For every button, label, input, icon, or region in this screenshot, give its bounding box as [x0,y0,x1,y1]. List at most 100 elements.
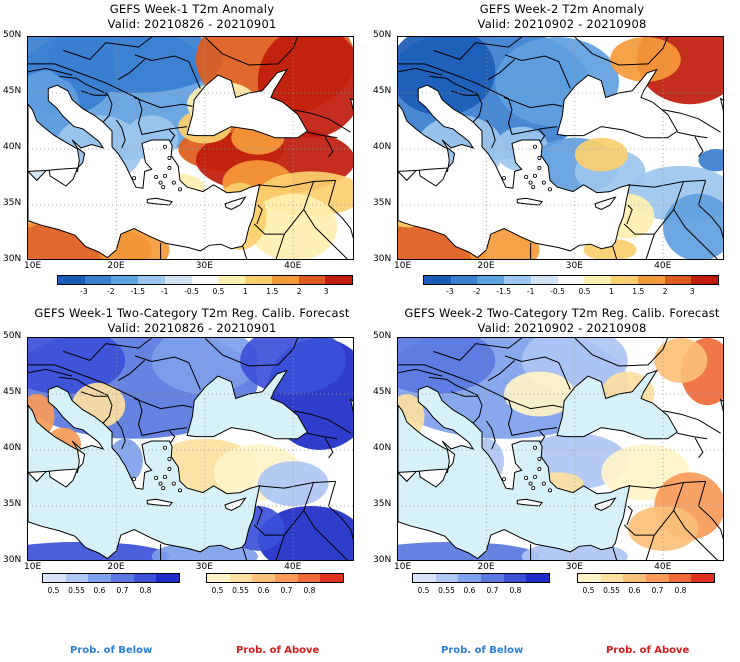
aegean-island [524,174,529,179]
country-border [303,510,348,560]
black-sea [556,369,678,440]
country-border [645,233,655,259]
aegean-island [537,467,542,472]
longitude-tick-label: 30E [565,562,583,572]
latitude-tick-label: 45N [373,387,392,397]
country-border [257,179,336,188]
country-border [80,90,108,96]
panel-3-probability-map [27,337,354,561]
aegean-island [171,481,176,486]
country-border [504,355,571,390]
probability-colorbar-label: 0.8 [303,586,316,595]
country-border [663,109,721,133]
mediterranean-sea [398,84,631,259]
longitude-tick-label: 30E [565,261,583,271]
country-border [503,398,563,410]
colorbar-swatch [275,574,298,582]
m2-map-svg [398,37,723,259]
probability-colorbar-label: 0.6 [257,586,270,595]
country-border [677,432,708,440]
longitude-tick-label: 10E [24,562,42,572]
country-border [645,534,655,560]
probability-colorbar-label: 0.8 [139,586,152,595]
country-border [694,437,704,459]
country-border [433,338,523,361]
country-border [256,505,263,526]
country-border [539,129,546,143]
caspian-sea [719,97,723,112]
m4-map-svg [398,338,723,560]
country-border [612,547,618,560]
latitude-tick-label: 40N [373,443,392,453]
aegean-island [178,488,183,493]
aegean-island [154,174,159,179]
colorbar-swatch [271,276,299,284]
tyrrhenian-sea [28,404,80,473]
anomaly-colorbar-label: -0.5 [184,287,199,296]
longitude-tick-label: 40E [654,562,672,572]
colorbar-swatch [229,574,253,582]
latitude-tick-label: 35N [373,198,392,208]
probability-colorbar-label: 0.6 [463,586,476,595]
panel-3-prob-above-label: Prob. of Above [236,645,320,656]
country-border [117,59,146,81]
colorbar-swatch [584,276,612,284]
country-border [398,368,443,377]
country-border [398,63,558,135]
colorbar-swatch [530,276,558,284]
colorbar-swatch [325,276,353,284]
latitude-tick-label: 40N [3,443,22,453]
latitude-tick-label: 45N [3,86,22,96]
country-border [134,355,201,390]
tyrrhenian-sea [398,404,450,473]
aegean-island [537,155,542,160]
aegean-island [158,481,163,486]
colorbar-swatch [691,574,715,582]
sicily-island [48,468,79,488]
anomaly-colorbar-label: -2 [473,287,481,296]
aegean-island [528,481,533,486]
country-border [485,119,496,149]
aegean-island [548,488,553,493]
field-blob [627,506,699,551]
anomaly-colorbar-label: 1 [608,287,614,296]
panel-2-anomaly-colorbar [423,275,719,285]
field-blob [663,193,723,259]
colorbar-swatch [450,276,478,284]
field-blob [28,338,126,394]
country-border [307,432,338,440]
longitude-tick-label: 10E [394,261,412,271]
aegean-island [541,481,546,486]
latitude-tick-label: 45N [3,387,22,397]
anomaly-colorbar-label: 1.5 [632,287,645,296]
aegean-island [132,176,137,181]
aegean-island [548,187,553,192]
aegean-island [531,486,536,491]
country-border [115,119,126,149]
country-border [275,233,285,259]
country-border [612,246,618,259]
anomaly-colorbar-label: -1 [526,287,535,296]
country-border [327,481,353,540]
anomaly-colorbar-label: 1.5 [266,287,279,296]
sicily-island [418,167,449,187]
country-border [503,97,563,109]
country-border [169,430,176,444]
panel-1-anomaly-map [27,36,354,260]
aegean-island [162,474,167,479]
panel-3-valid-dates: Valid: 20210826 - 20210901 [107,321,277,335]
country-border [324,136,334,158]
aegean-island [531,185,536,190]
colorbar-swatch [424,276,451,284]
country-border [433,37,523,60]
longitude-tick-label: 20E [107,261,125,271]
crete-island [516,197,543,206]
latitude-tick-label: 45N [373,86,392,96]
country-border [663,410,721,434]
caspian-sea [349,398,353,413]
probability-colorbar-label: 0.55 [603,586,620,595]
aegean-island [162,173,167,178]
colorbar-swatch [138,276,165,284]
black-sea [556,68,678,139]
aegean-island [178,187,183,192]
